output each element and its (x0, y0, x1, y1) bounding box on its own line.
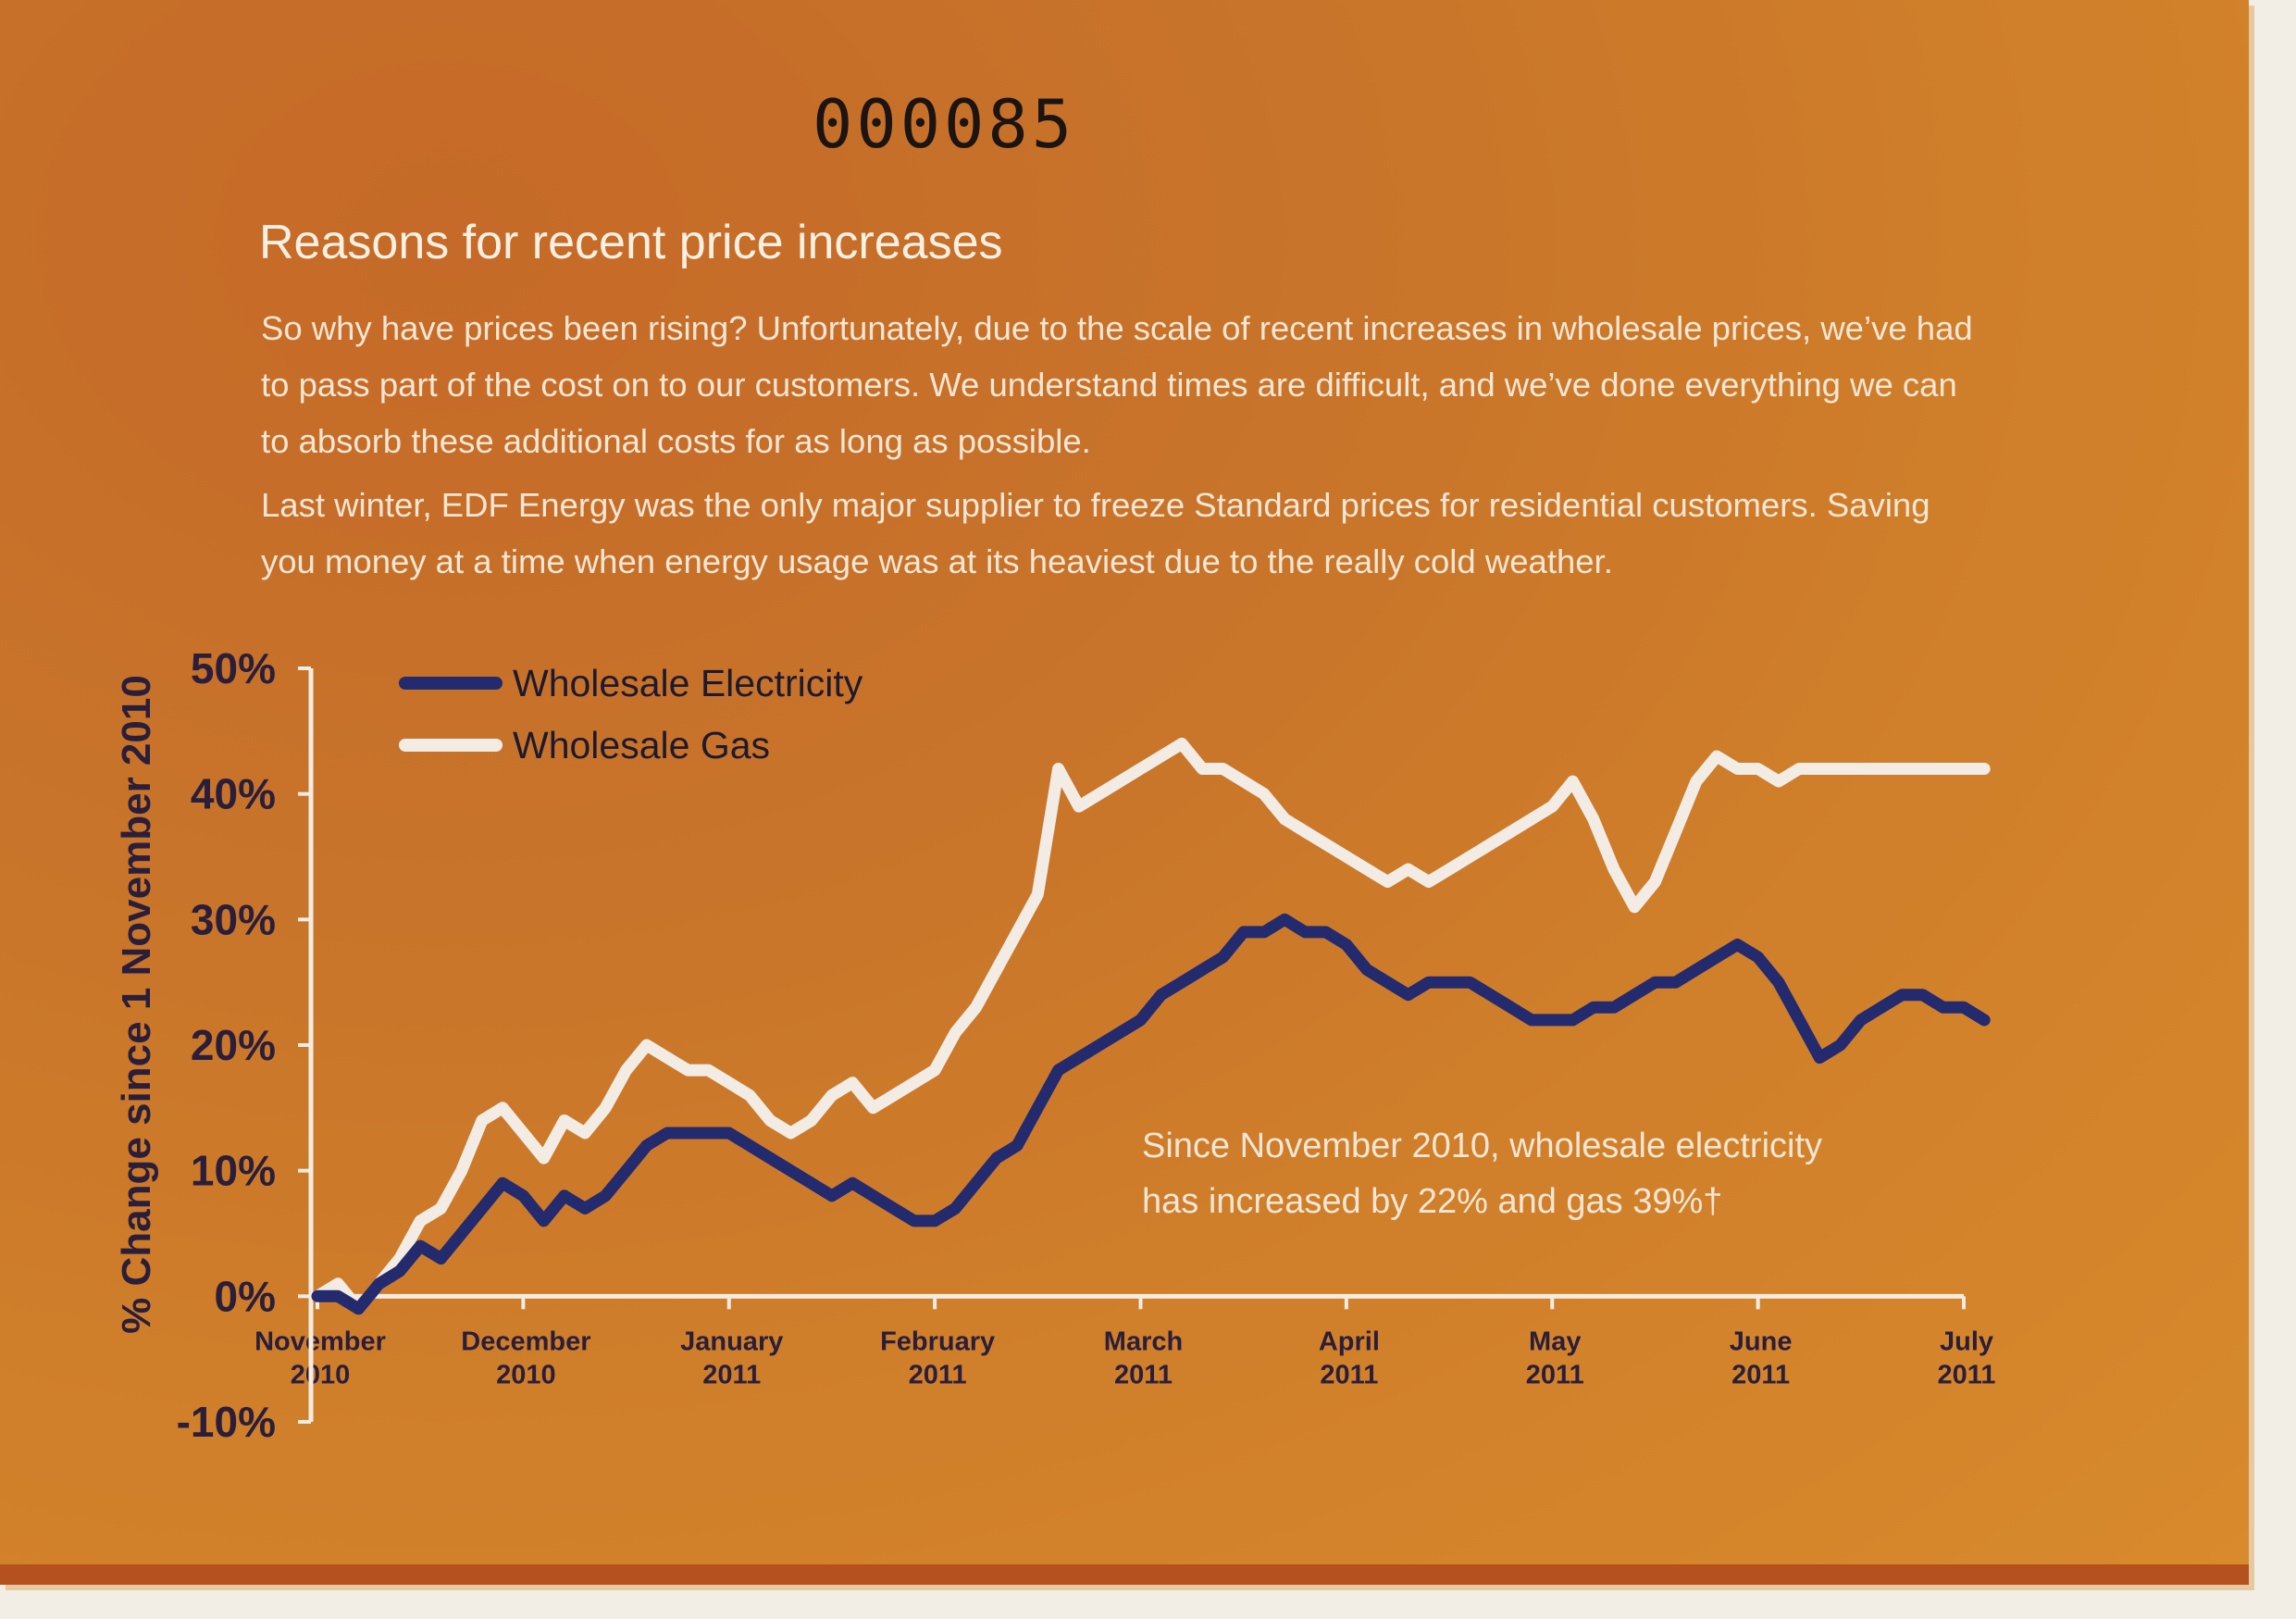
y-axis-label: % Change since 1 November 2010 (114, 675, 159, 1334)
brochure-page: 000085 Reasons for recent price increase… (0, 0, 2249, 1585)
intro-paragraph: So why have prices been rising? Unfortun… (261, 309, 1973, 460)
y-tick-label: 50% (191, 644, 276, 692)
y-tick-label: 0% (215, 1272, 276, 1320)
series-line-wholesale-gas (311, 737, 1991, 1315)
annotation-line-2: has increased by 22% and gas 39%† (1142, 1182, 1722, 1221)
series-line-wholesale-electricity (311, 913, 1991, 1315)
x-tick-label: May (1529, 1326, 1581, 1356)
x-tick-label: July (1940, 1326, 1993, 1356)
supplier-paragraph: Last winter, EDF Energy was the only maj… (261, 486, 1930, 580)
x-tick-label: 2011 (702, 1360, 761, 1389)
page-heading: Reasons for recent price increases (259, 216, 1003, 269)
y-tick-label: 10% (191, 1147, 276, 1195)
serial-number: 000085 (813, 85, 1076, 163)
x-tick-label: March (1104, 1326, 1183, 1356)
y-tick-label: 40% (191, 770, 276, 818)
x-tick-label: 2010 (291, 1360, 351, 1389)
legend: Wholesale Electricity Wholesale Gas (399, 662, 863, 766)
x-tick-label: 2011 (1938, 1360, 1996, 1389)
annotation-line-1: Since November 2010, wholesale electrici… (1142, 1127, 1822, 1165)
x-tick-label: December (461, 1326, 590, 1356)
x-tick-label: February (880, 1326, 995, 1356)
y-tick-label: -10% (177, 1398, 276, 1446)
x-axis-ticks: November 2010 December 2010 January 2011 Febru… (254, 1296, 1995, 1389)
legend-label-electricity: Wholesale Electricity (513, 662, 863, 704)
x-tick-label: January (680, 1326, 783, 1356)
x-tick-label: 2011 (1114, 1360, 1173, 1389)
chart-annotation: Since November 2010, wholesale electrici… (1142, 1127, 1822, 1221)
x-tick-label: 2011 (1526, 1360, 1584, 1389)
x-tick-label: 2011 (909, 1360, 967, 1389)
y-tick-label: 30% (191, 895, 276, 943)
x-tick-label: November (254, 1326, 386, 1356)
x-tick-label: 2011 (1731, 1360, 1790, 1389)
y-axis-ticks: 50% 40% 30% 20% 10% 0% -10% (177, 644, 311, 1446)
legend-label-gas: Wholesale Gas (513, 724, 770, 766)
x-tick-label: June (1730, 1326, 1793, 1356)
x-tick-label: 2010 (496, 1360, 556, 1389)
x-tick-label: 2011 (1320, 1360, 1378, 1389)
y-tick-label: 20% (191, 1021, 276, 1069)
x-tick-label: April (1319, 1326, 1380, 1356)
